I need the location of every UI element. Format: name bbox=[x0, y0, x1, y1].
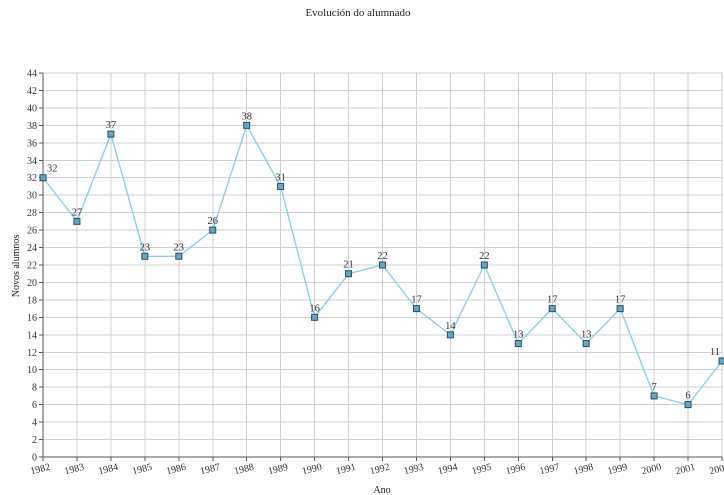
y-tick-label: 30 bbox=[27, 191, 37, 202]
data-point-marker bbox=[480, 261, 488, 269]
data-label: 17 bbox=[411, 295, 422, 306]
data-point-marker bbox=[616, 305, 624, 313]
data-point-marker bbox=[141, 252, 149, 260]
axes: Novos alumnos Ano 0246810121416182022242… bbox=[11, 69, 724, 495]
x-tick-label: 1983 bbox=[63, 462, 85, 478]
data-label: 26 bbox=[208, 216, 219, 227]
data-point-marker bbox=[243, 121, 251, 129]
data-point-marker bbox=[277, 182, 285, 190]
x-tick-label: 1982 bbox=[29, 462, 51, 478]
data-point-marker bbox=[684, 401, 692, 409]
x-tick-label: 1984 bbox=[97, 462, 119, 478]
x-tick-label: 1993 bbox=[403, 462, 425, 478]
y-tick-label: 0 bbox=[32, 453, 37, 464]
x-tick-label: 1992 bbox=[369, 462, 391, 478]
data-point-marker bbox=[446, 331, 454, 339]
chart-title: Evolución do alumnado bbox=[305, 7, 411, 19]
data-label: 17 bbox=[615, 295, 626, 306]
data-label: 38 bbox=[241, 111, 252, 122]
data-label: 27 bbox=[72, 207, 83, 218]
x-tick-label: 1989 bbox=[267, 462, 289, 478]
y-tick-label: 14 bbox=[27, 330, 37, 341]
x-axis-label: Ano bbox=[373, 485, 390, 495]
data-point-marker bbox=[548, 305, 556, 313]
data-point-marker bbox=[175, 252, 183, 260]
x-tick-label: 1996 bbox=[505, 462, 527, 478]
x-tick-label: 2002 bbox=[708, 462, 724, 478]
data-point-marker bbox=[39, 174, 47, 182]
y-tick-label: 34 bbox=[27, 156, 37, 167]
y-tick-label: 4 bbox=[32, 418, 37, 429]
y-tick-label: 44 bbox=[27, 69, 37, 80]
data-label: 21 bbox=[343, 260, 354, 271]
y-tick-label: 36 bbox=[27, 138, 37, 149]
data-label: 13 bbox=[581, 330, 592, 341]
y-tick-label: 8 bbox=[32, 383, 37, 394]
y-tick-label: 12 bbox=[27, 348, 37, 359]
data-label: 17 bbox=[547, 295, 558, 306]
data-point-marker bbox=[345, 270, 353, 278]
x-tick-label: 1994 bbox=[437, 462, 459, 478]
data-point-marker bbox=[412, 305, 420, 313]
y-tick-label: 16 bbox=[27, 313, 37, 324]
y-tick-label: 6 bbox=[32, 400, 37, 411]
data-label: 14 bbox=[445, 321, 456, 332]
x-tick-label: 2001 bbox=[674, 462, 696, 478]
y-tick-label: 40 bbox=[27, 103, 37, 114]
data-label: 6 bbox=[685, 391, 690, 402]
y-tick-label: 24 bbox=[27, 243, 37, 254]
x-tick-label: 1997 bbox=[539, 462, 561, 478]
data-point-marker bbox=[582, 340, 590, 348]
y-tick-label: 22 bbox=[27, 261, 37, 272]
data-point-marker bbox=[514, 340, 522, 348]
data-label: 11 bbox=[710, 347, 720, 358]
data-label: 22 bbox=[479, 251, 490, 262]
y-tick-label: 10 bbox=[27, 365, 37, 376]
data-labels: 32 27 37 23 23 26 38 31 16 21 22 17 14 22 13 17 13 17 7 6 11 bbox=[47, 111, 720, 401]
data-label: 22 bbox=[377, 251, 388, 262]
data-point-marker bbox=[73, 217, 81, 225]
x-tick-label: 1985 bbox=[131, 462, 153, 478]
data-point-marker bbox=[107, 130, 115, 138]
series bbox=[39, 121, 724, 409]
x-tick-label: 1986 bbox=[165, 462, 187, 478]
data-label: 31 bbox=[275, 172, 286, 183]
data-point-marker bbox=[650, 392, 658, 400]
x-tick-label: 1991 bbox=[335, 462, 357, 478]
y-tick-label: 26 bbox=[27, 226, 37, 237]
data-label: 23 bbox=[174, 242, 185, 253]
y-tick-label: 32 bbox=[27, 173, 37, 184]
x-tick-label: 1995 bbox=[471, 462, 493, 478]
x-tick-label: 1999 bbox=[607, 462, 629, 478]
y-tick-label: 18 bbox=[27, 295, 37, 306]
data-label: 23 bbox=[140, 242, 151, 253]
x-tick-label: 1998 bbox=[573, 462, 595, 478]
y-tick-label: 28 bbox=[27, 208, 37, 219]
x-tick-label: 2000 bbox=[640, 462, 662, 478]
y-tick-label: 42 bbox=[27, 86, 37, 97]
data-label: 37 bbox=[106, 120, 117, 131]
data-label: 16 bbox=[309, 303, 320, 314]
y-tick-label: 38 bbox=[27, 121, 37, 132]
data-label: 32 bbox=[47, 164, 58, 175]
x-tick-label: 1988 bbox=[233, 462, 255, 478]
data-point-marker bbox=[209, 226, 217, 234]
data-label: 13 bbox=[513, 330, 524, 341]
x-tick-label: 1987 bbox=[199, 462, 221, 478]
data-label: 7 bbox=[651, 382, 656, 393]
data-point-marker bbox=[718, 357, 724, 365]
grid bbox=[42, 72, 723, 458]
y-tick-label: 20 bbox=[27, 278, 37, 289]
data-point-marker bbox=[379, 261, 386, 269]
y-tick-label: 2 bbox=[32, 435, 37, 446]
y-axis-label: Novos alumnos bbox=[11, 235, 22, 298]
x-tick-label: 1990 bbox=[301, 462, 323, 478]
data-point-marker bbox=[311, 313, 319, 321]
